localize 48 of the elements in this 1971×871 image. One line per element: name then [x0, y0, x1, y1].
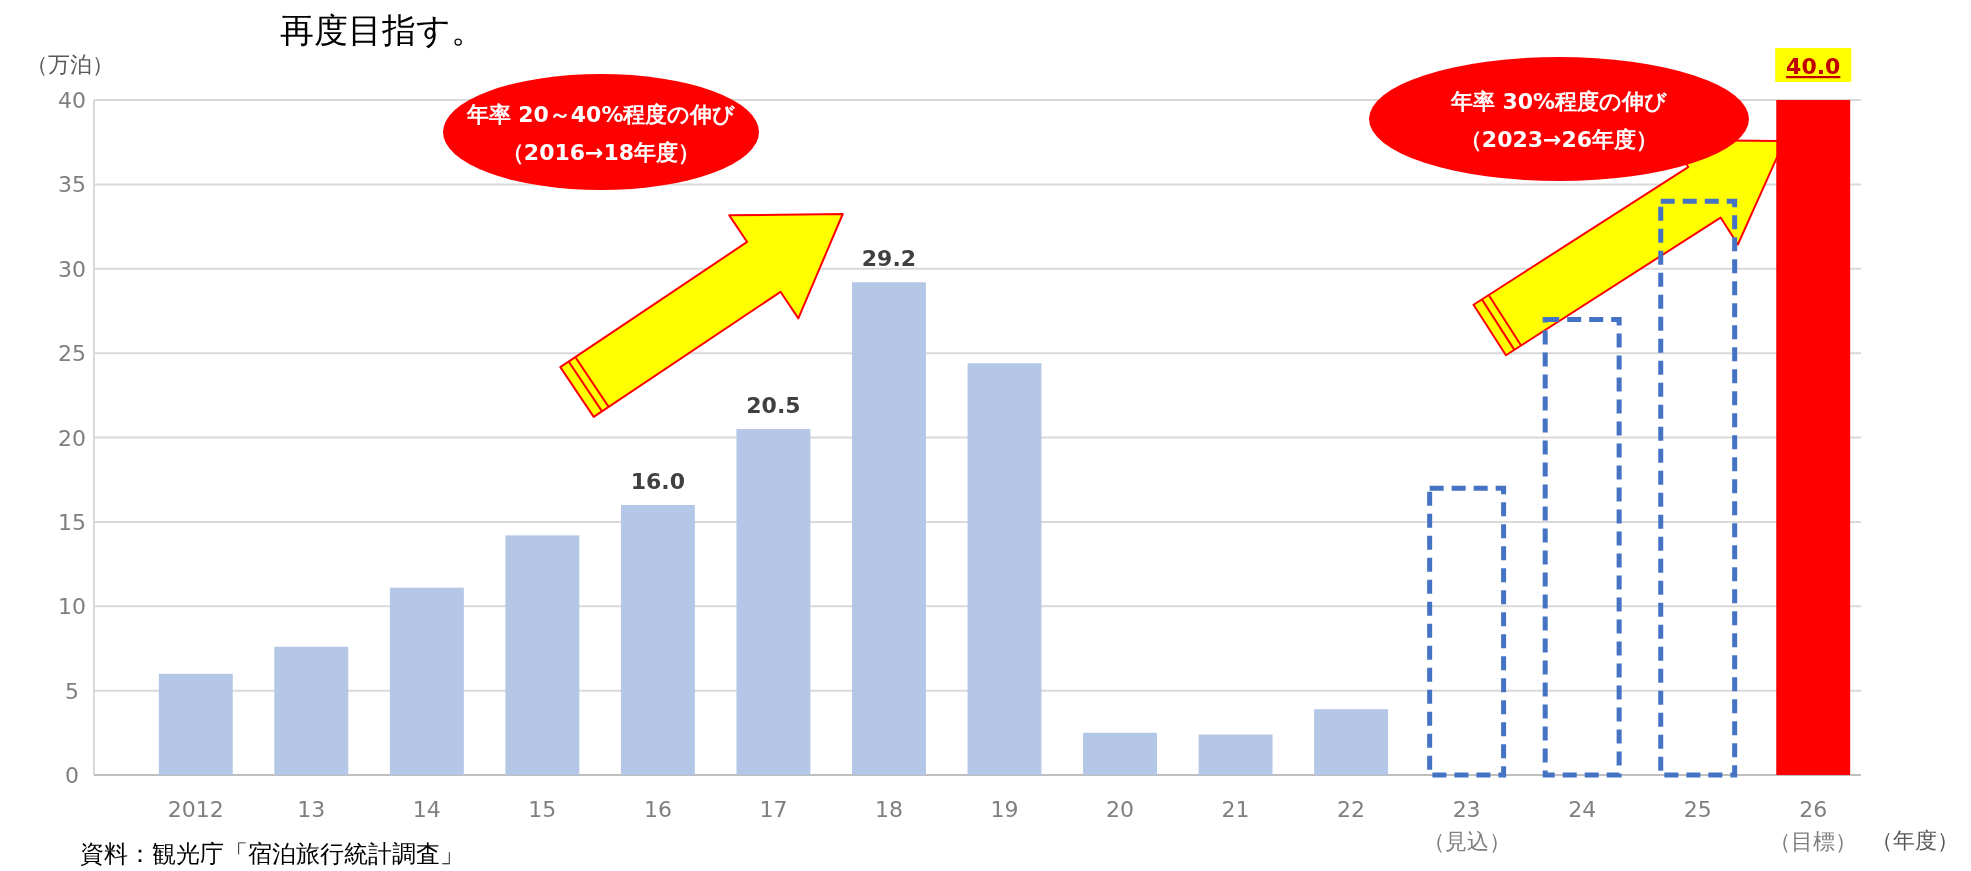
x-tick-label: 2012 [167, 797, 224, 822]
data-label: 29.2 [861, 246, 917, 272]
bar [1083, 732, 1157, 775]
bar [620, 505, 695, 775]
x-tick-label: 17 [759, 797, 788, 822]
data-label: 40.0 [1786, 54, 1841, 79]
y-axis-title: （万泊） [26, 52, 114, 77]
x-axis-title: （年度） [1871, 828, 1959, 853]
y-tick-label: 5 [65, 678, 79, 704]
x-tick-label: 22 [1337, 797, 1366, 822]
data-label: 20.5 [746, 393, 801, 419]
x-tick-label: 20 [1106, 797, 1135, 822]
text: 資料：観光庁「宿泊旅行統計調査」 [80, 840, 464, 868]
data-label: 16.0 [630, 469, 686, 494]
bar [158, 673, 233, 775]
y-tick-label: 30 [58, 256, 86, 282]
x-tick-label: 24 [1568, 797, 1597, 822]
x-tick-label: 21 [1221, 797, 1250, 822]
x-tick-label: 15 [528, 797, 557, 822]
annotation: （2023→26年度） [1459, 127, 1659, 152]
y-tick-label: 0 [65, 763, 79, 788]
x-tick-label: 14 [412, 797, 441, 822]
bar [736, 429, 811, 775]
chart-title: 再度目指す。 [280, 10, 485, 50]
x-tick-label: 23 （見込） [1422, 797, 1511, 854]
y-tick-label: 35 [58, 172, 86, 198]
y-tick-label: 15 [58, 509, 86, 535]
annotation: （2016→18年度） [501, 140, 701, 165]
bar [967, 363, 1042, 775]
y-tick-label: 25 [58, 341, 86, 367]
y-tick-label: 20 [58, 425, 86, 451]
bar [389, 587, 464, 775]
x-tick-label: 13 [297, 797, 326, 822]
bar [852, 282, 926, 775]
x-tick-label: 26 （目標） [1769, 797, 1858, 854]
annotation: 年率 20～40%程度の伸び [465, 102, 736, 127]
bar [1198, 734, 1273, 775]
x-tick-label: 18 [874, 797, 903, 822]
annotation: 年率 30%程度の伸び [1449, 89, 1668, 114]
x-tick-label: 25 [1683, 797, 1712, 822]
bar [1314, 709, 1389, 775]
x-tick-label: 19 [990, 797, 1019, 822]
y-tick-label: 10 [58, 594, 86, 620]
x-tick-label: 16 [643, 797, 672, 822]
y-tick-label: 40 [58, 88, 86, 113]
bar [505, 535, 580, 775]
bar [274, 646, 349, 775]
bar [1776, 100, 1851, 775]
